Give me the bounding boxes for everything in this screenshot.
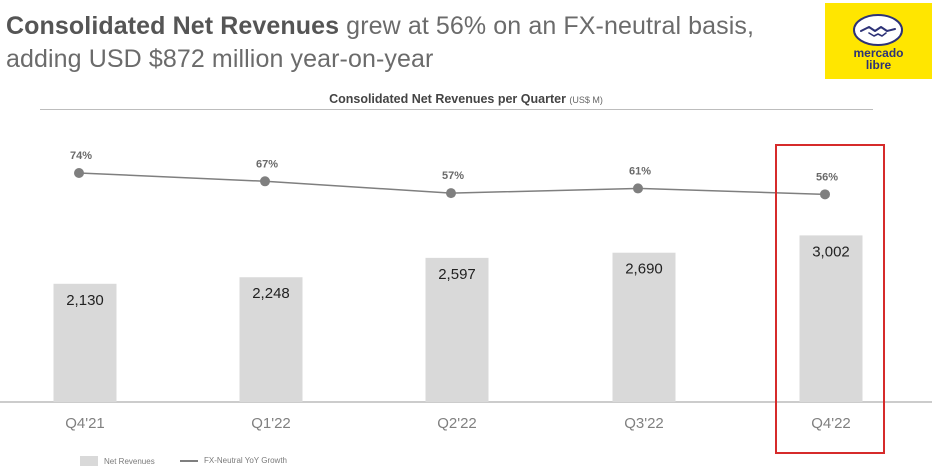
mercadolibre-logo: mercado libre bbox=[825, 3, 932, 79]
growth-point bbox=[74, 168, 84, 178]
growth-point bbox=[446, 188, 456, 199]
growth-label: 56% bbox=[816, 171, 838, 183]
highlight-box bbox=[775, 144, 885, 454]
growth-label: 61% bbox=[629, 165, 651, 177]
bar-value-label: 2,130 bbox=[66, 292, 104, 309]
bar-Q4'21 bbox=[53, 283, 117, 402]
x-tick-label: Q1'22 bbox=[251, 415, 291, 432]
logo-line-1: mercado bbox=[853, 46, 904, 60]
x-tick-label: Q2'22 bbox=[437, 415, 477, 432]
legend-item-bar: Net Revenues bbox=[80, 456, 155, 466]
chart-title-text: Consolidated Net Revenues per Quarter bbox=[329, 92, 566, 106]
legend-bar-swatch bbox=[80, 456, 98, 466]
headline-rest: grew at 56% on an FX-neutral basis, addi… bbox=[6, 12, 755, 73]
bar-Q1'22 bbox=[239, 277, 303, 402]
growth-point bbox=[820, 189, 830, 200]
growth-point bbox=[260, 176, 270, 187]
legend-line-swatch bbox=[180, 459, 198, 462]
growth-point bbox=[633, 183, 643, 194]
logo-line-2: libre bbox=[865, 58, 892, 72]
headline-bold: Consolidated Net Revenues bbox=[6, 12, 340, 40]
growth-label: 74% bbox=[70, 150, 92, 162]
headline: Consolidated Net Revenues grew at 56% on… bbox=[6, 10, 806, 76]
legend-item-line: FX-Neutral YoY Growth bbox=[180, 456, 287, 465]
x-tick-label: Q4'22 bbox=[811, 415, 851, 432]
x-tick-label: Q3'22 bbox=[624, 415, 664, 432]
bar-Q2'22 bbox=[425, 257, 489, 402]
x-tick-label: Q4'21 bbox=[65, 415, 105, 432]
growth-label: 67% bbox=[256, 158, 278, 170]
growth-label: 57% bbox=[442, 170, 464, 182]
bar-value-label: 2,597 bbox=[438, 266, 476, 283]
bar-value-label: 2,690 bbox=[625, 261, 663, 278]
handshake-icon bbox=[853, 14, 903, 46]
legend-bar-label: Net Revenues bbox=[104, 456, 155, 466]
bar-Q4'22 bbox=[799, 235, 863, 402]
legend-line-label: FX-Neutral YoY Growth bbox=[204, 456, 288, 465]
chart-title-unit: (US$ M) bbox=[569, 95, 603, 105]
bar-Q3'22 bbox=[612, 252, 676, 402]
bar-value-label: 2,248 bbox=[252, 285, 290, 302]
chart-title: Consolidated Net Revenues per Quarter (U… bbox=[0, 92, 932, 106]
title-divider bbox=[40, 109, 873, 110]
bar-value-label: 3,002 bbox=[812, 243, 850, 260]
